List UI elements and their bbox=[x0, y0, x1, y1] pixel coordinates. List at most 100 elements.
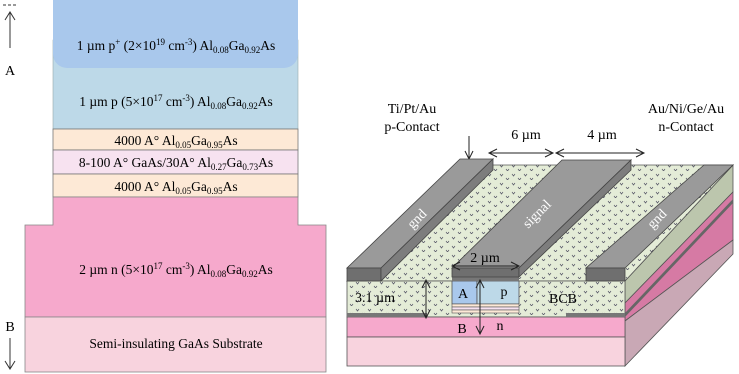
layer-text-part: As bbox=[258, 94, 273, 109]
gap-right-arrow-l bbox=[554, 148, 565, 158]
layer-label-barrier-top: 4000 A° Al0.05Ga0.95As bbox=[114, 133, 237, 150]
layer-text-part: 8-100 A° GaAs/30A° Al bbox=[79, 155, 211, 170]
layer-text-part: 0.27 bbox=[211, 162, 227, 172]
layer-stack-diagram: A B 1 µm p+ (2×1019 cm-3) Al0.08Ga0.92As… bbox=[3, 0, 327, 373]
front-substrate bbox=[346, 336, 626, 367]
layer-text-part: 0.92 bbox=[242, 269, 258, 279]
ab-arrow-top bbox=[475, 278, 485, 289]
height-arrow-top bbox=[421, 278, 431, 289]
gap-left-arrow-l bbox=[487, 148, 498, 158]
n-contact-right-side bbox=[625, 199, 733, 317]
layer-text-part: 0.05 bbox=[175, 186, 191, 196]
layer-text-part: As bbox=[258, 155, 273, 170]
gnd-right-front bbox=[585, 267, 626, 282]
layer-text-part: 0.08 bbox=[211, 101, 227, 111]
layer-text-part: 17 bbox=[153, 93, 163, 103]
height-label: 3.1 µm bbox=[355, 291, 395, 306]
gap-right-label: 4 µm bbox=[587, 128, 617, 143]
layer-p-plus-top bbox=[53, 0, 298, 20]
arrow-b-head bbox=[4, 360, 16, 370]
ridge-qw-1 bbox=[451, 303, 520, 308]
layer-text-part: 0.95 bbox=[207, 140, 223, 150]
gnd-left-side bbox=[380, 158, 494, 282]
ridge-qw-2 bbox=[451, 306, 520, 311]
region-a-label: A bbox=[458, 287, 469, 302]
layer-text-part: 1 µm p bbox=[77, 38, 116, 53]
layer-text-part: 2 µm n (5×10 bbox=[79, 262, 154, 277]
layer-text-part: 0.08 bbox=[211, 269, 227, 279]
layer-text-part: As bbox=[223, 133, 238, 148]
layer-text-part: 0.05 bbox=[175, 140, 191, 150]
n-contact-label: n-Contact bbox=[658, 120, 713, 135]
bcb-label: BCB bbox=[549, 292, 577, 307]
layer-text-part: Ga bbox=[191, 179, 207, 194]
ridge-width-arrow-r bbox=[510, 261, 521, 271]
layer-text-part: Semi-insulating GaAs Substrate bbox=[89, 336, 262, 351]
layer-text-part: -3 bbox=[185, 37, 193, 47]
gnd-left-front bbox=[346, 267, 382, 282]
layer-label-p-layer: 1 µm p (5×1017 cm-3) Al0.08Ga0.92As bbox=[79, 93, 273, 111]
layer-quantum-well-bg bbox=[52, 149, 299, 175]
p-contact-label: p-Contact bbox=[384, 120, 439, 135]
gap-left-arrow-r bbox=[544, 148, 555, 158]
label-b: B bbox=[5, 320, 14, 335]
layer-text-part: cm bbox=[165, 38, 185, 53]
ridge-qw-3 bbox=[451, 309, 520, 314]
height-arrow-bottom bbox=[421, 309, 431, 320]
ridge-width-arrow-l bbox=[450, 261, 461, 271]
layer-label-n-layer: 2 µm n (5×1017 cm-3) Al0.08Ga0.92As bbox=[79, 261, 273, 279]
label-a: A bbox=[5, 64, 16, 79]
layer-text-part: cm bbox=[162, 94, 182, 109]
layer-text-part: 19 bbox=[156, 37, 166, 47]
layer-label-p-plus: 1 µm p+ (2×1019 cm-3) Al0.08Ga0.92As bbox=[77, 37, 276, 55]
ridge-p-region bbox=[476, 280, 520, 305]
layer-text-part: Ga bbox=[226, 94, 242, 109]
region-p-label: p bbox=[501, 285, 508, 300]
n-contact-left bbox=[347, 313, 427, 317]
layer-text-part: ) Al bbox=[192, 38, 213, 53]
n-contact-right bbox=[566, 313, 625, 317]
layer-text-part: 17 bbox=[153, 261, 163, 271]
arrow-a-head bbox=[4, 11, 16, 21]
signal-front bbox=[451, 267, 520, 278]
layer-text-part: ) Al bbox=[190, 94, 211, 109]
layer-text-part: 0.92 bbox=[245, 45, 261, 55]
front-n-layer bbox=[346, 316, 626, 338]
signal-side bbox=[518, 159, 632, 278]
layer-label-quantum-well: 8-100 A° GaAs/30A° Al0.27Ga0.73As bbox=[79, 155, 273, 172]
layer-text-part: Ga bbox=[226, 262, 242, 277]
layer-text-part: As bbox=[260, 38, 275, 53]
layer-label-substrate: Semi-insulating GaAs Substrate bbox=[89, 336, 262, 351]
layer-text-part: As bbox=[258, 262, 273, 277]
layer-text-part: -3 bbox=[182, 261, 190, 271]
p-contact-material: Ti/Pt/Au bbox=[388, 102, 437, 117]
region-n-label: n bbox=[497, 319, 504, 334]
gap-left-label: 6 µm bbox=[511, 128, 541, 143]
ridge-width-label: 2 µm bbox=[470, 251, 500, 266]
layer-text-part: cm bbox=[162, 262, 182, 277]
gap-right-arrow-r bbox=[635, 148, 646, 158]
layer-text-part: Ga bbox=[229, 38, 245, 53]
layer-text-part: 0.08 bbox=[213, 45, 229, 55]
device-3d-diagram: Ti/Pt/Au p-Contact Au/Ni/Ge/Au n-Contact… bbox=[346, 102, 734, 367]
layer-label-barrier-bottom: 4000 A° Al0.05Ga0.95As bbox=[114, 179, 237, 196]
layer-n-layer-bg bbox=[24, 196, 327, 318]
layer-text-part: 0.92 bbox=[242, 101, 258, 111]
layer-text-part: 4000 A° Al bbox=[114, 179, 175, 194]
layer-text-part: 4000 A° Al bbox=[114, 133, 175, 148]
layer-text-part: As bbox=[223, 179, 238, 194]
n-contact-material: Au/Ni/Ge/Au bbox=[648, 102, 724, 117]
layer-text-part: Ga bbox=[227, 155, 243, 170]
ab-arrow-bottom bbox=[475, 325, 485, 336]
layer-text-part: + bbox=[115, 37, 120, 47]
layer-text-part: Ga bbox=[191, 133, 207, 148]
layer-text-part: (2×10 bbox=[120, 38, 156, 53]
layer-text-part: -3 bbox=[182, 93, 190, 103]
layer-text-part: 1 µm p (5×10 bbox=[79, 94, 154, 109]
layer-text-part: 0.95 bbox=[207, 186, 223, 196]
layer-substrate-bg bbox=[24, 316, 327, 373]
ridge-p-contact bbox=[452, 277, 519, 281]
region-b-label: B bbox=[457, 322, 466, 337]
layer-text-part: 0.73 bbox=[242, 162, 258, 172]
layer-text-part: ) Al bbox=[190, 262, 211, 277]
